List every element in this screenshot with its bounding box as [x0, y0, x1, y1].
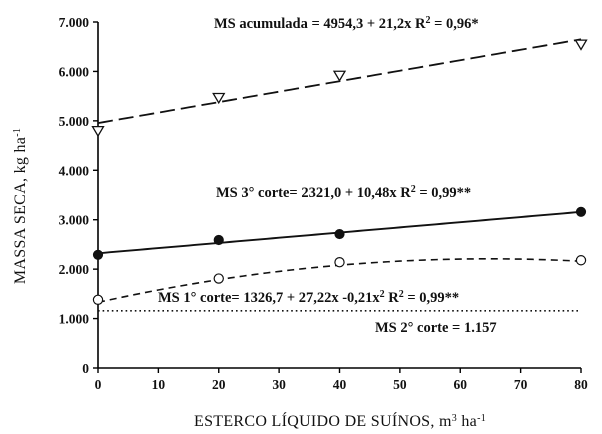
x-tick-label: 20 [212, 377, 226, 392]
point-triangle [574, 39, 588, 51]
equation-ms-acumulada: MS acumulada = 4954,3 + 21,2x R2 = 0,96* [214, 15, 479, 33]
point-filled-circle [213, 234, 224, 246]
y-tick-label: 4.000 [59, 163, 90, 178]
x-tick-label: 40 [333, 377, 347, 392]
x-tick-label: 0 [95, 377, 102, 392]
equation-ms-3-corte: MS 3° corte= 2321,0 + 10,48x R2 = 0,99** [216, 184, 471, 202]
y-ticks: 0 1.000 2.000 3.000 4.000 5.000 6.000 7.000 [59, 15, 98, 376]
x-ticks: 0 10 20 30 40 50 60 70 80 [95, 368, 588, 392]
y-tick-label: 3.000 [59, 213, 90, 228]
x-tick-label: 10 [152, 377, 166, 392]
y-tick-label: 2.000 [59, 262, 90, 277]
point-open-circle [213, 273, 224, 284]
point-open-circle [92, 294, 104, 305]
point-filled-circle [575, 206, 587, 217]
y-tick-label: 1.000 [59, 312, 90, 327]
x-tick-label: 60 [454, 377, 468, 392]
x-tick-label: 70 [514, 377, 528, 392]
y-tick-label: 6.000 [59, 64, 90, 79]
data-points [91, 39, 588, 305]
point-filled-circle [334, 228, 345, 240]
equation-ms-1-corte: MS 1° corte= 1326,7 + 27,22x -0,21x2 R2 … [158, 289, 459, 307]
point-filled-circle [92, 249, 104, 260]
point-triangle [332, 70, 347, 82]
y-tick-label: 7.000 [59, 15, 90, 30]
x-axis-title: ESTERCO LÍQUIDO DE SUÍNOS, m3 ha-1 [194, 411, 486, 430]
equation-ms-2-corte: MS 2° corte = 1.157 [375, 320, 497, 336]
point-triangle [91, 125, 105, 138]
x-tick-label: 50 [393, 377, 407, 392]
x-tick-label: 80 [574, 377, 588, 392]
point-triangle [212, 92, 226, 105]
point-open-circle [575, 255, 587, 266]
y-tick-label: 0 [82, 361, 89, 376]
point-open-circle [334, 257, 345, 268]
y-axis-title: MASSA SECA, kg ha-1 [12, 128, 30, 284]
y-tick-label: 5.000 [59, 114, 90, 129]
x-tick-label: 30 [272, 377, 286, 392]
